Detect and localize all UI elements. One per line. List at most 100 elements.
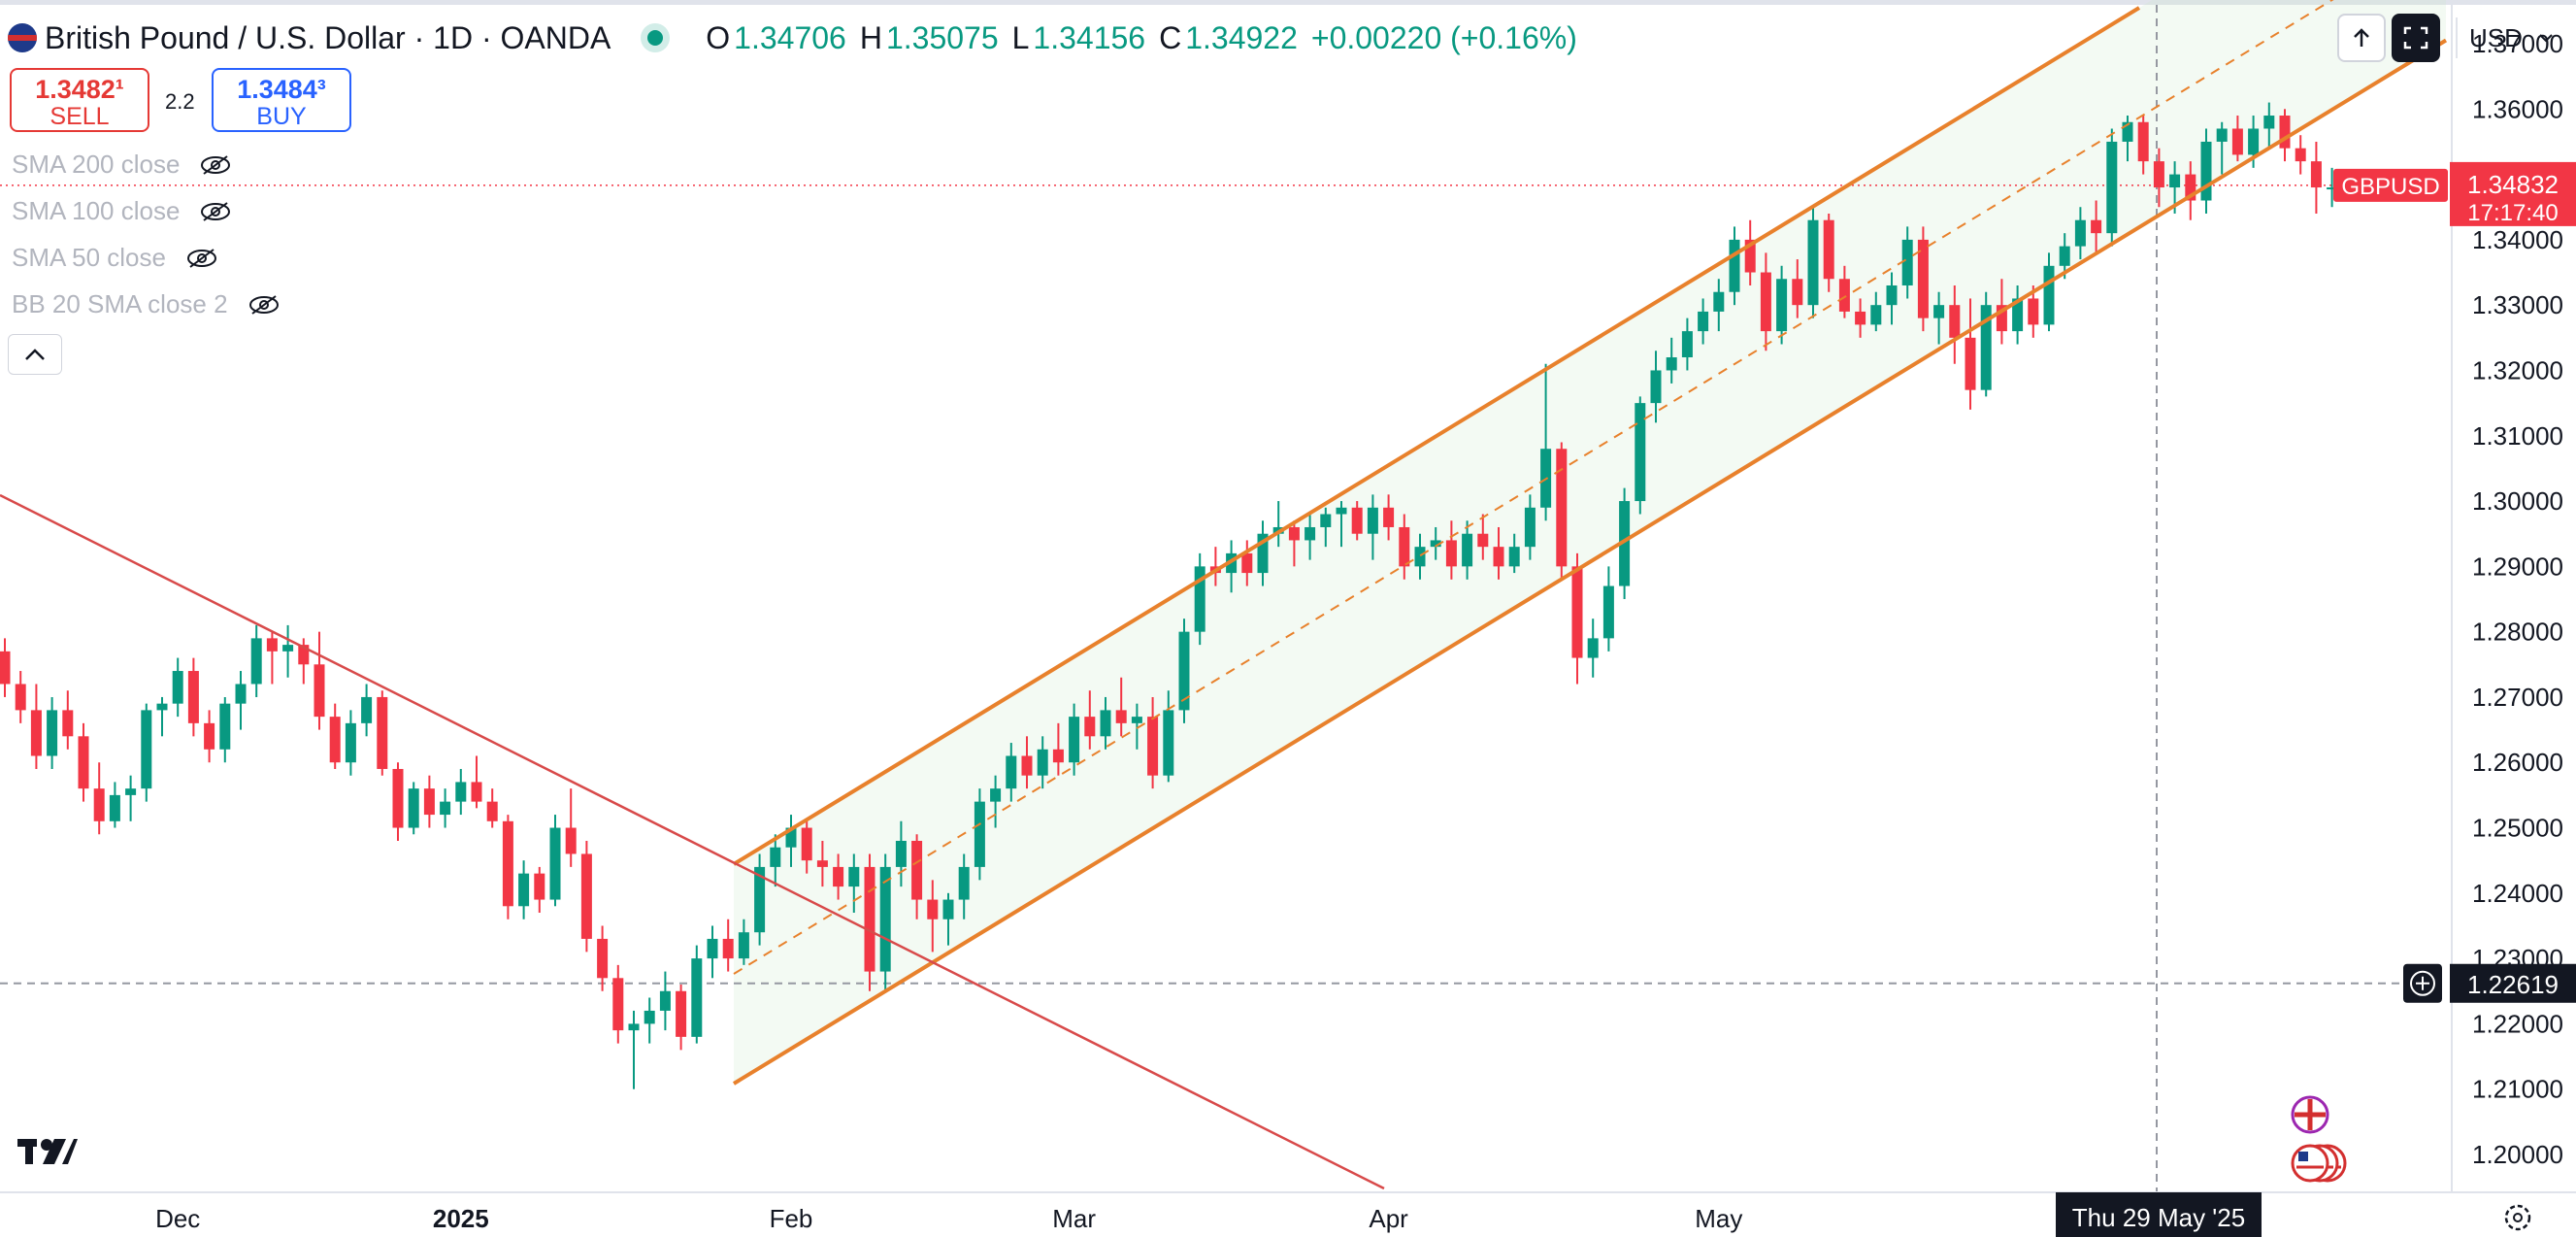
candle-body[interactable] — [895, 840, 907, 867]
channel-upper-line[interactable] — [732, 6, 2141, 866]
indicator-sma-50[interactable]: SMA 50 close — [12, 243, 218, 273]
candle-body[interactable] — [361, 696, 373, 723]
candle-body[interactable] — [2106, 141, 2118, 234]
channel-lower-line[interactable] — [732, 38, 2448, 1086]
candle-body[interactable] — [785, 827, 797, 848]
candle-body[interactable] — [219, 703, 231, 750]
candle-body[interactable] — [141, 710, 152, 789]
candle-body[interactable] — [738, 932, 749, 959]
candle-body[interactable] — [1917, 239, 1929, 318]
candle-body[interactable] — [345, 722, 356, 763]
candle-body[interactable] — [235, 684, 247, 704]
candle-body[interactable] — [455, 782, 467, 802]
candle-body[interactable] — [1069, 717, 1080, 763]
sell-button[interactable]: 1.3482¹ SELL — [10, 68, 149, 132]
candle-body[interactable] — [1477, 533, 1489, 548]
candle-body[interactable] — [1131, 717, 1142, 723]
candle-body[interactable] — [942, 899, 954, 919]
tradingview-logo[interactable] — [17, 1128, 78, 1177]
candle-body[interactable] — [1823, 219, 1834, 280]
candle-body[interactable] — [2122, 121, 2133, 142]
candle-body[interactable] — [580, 853, 592, 939]
candle-body[interactable] — [329, 717, 341, 763]
candle-body[interactable] — [1241, 552, 1253, 574]
candle-body[interactable] — [1445, 540, 1457, 567]
candle-body[interactable] — [2074, 219, 2086, 247]
candle-body[interactable] — [549, 827, 561, 900]
candle-body[interactable] — [958, 866, 970, 900]
settings-gear-icon[interactable] — [2504, 1204, 2531, 1231]
candle-body[interactable] — [1383, 507, 1395, 527]
candle-body[interactable] — [471, 782, 482, 802]
candle-body[interactable] — [298, 645, 310, 665]
candle-body[interactable] — [1462, 533, 1473, 567]
candle-body[interactable] — [1776, 279, 1788, 332]
candle-body[interactable] — [1619, 501, 1631, 586]
candle-body[interactable] — [707, 938, 718, 959]
eye-off-icon[interactable] — [199, 154, 232, 176]
candle-body[interactable] — [2310, 161, 2322, 188]
candle-body[interactable] — [1084, 717, 1096, 737]
candle-body[interactable] — [93, 788, 105, 821]
candle-body[interactable] — [2295, 148, 2306, 162]
candle-body[interactable] — [1886, 284, 1898, 306]
candle-body[interactable] — [1744, 239, 1756, 273]
candle-body[interactable] — [2231, 128, 2243, 155]
candle-body[interactable] — [848, 866, 860, 887]
eye-off-icon[interactable] — [185, 248, 218, 269]
candle-body[interactable] — [1996, 305, 2007, 332]
candle-body[interactable] — [1336, 507, 1347, 515]
candle-body[interactable] — [172, 671, 183, 704]
candle-body[interactable] — [1571, 566, 1583, 658]
candle-body[interactable] — [30, 710, 42, 756]
indicator-sma-100[interactable]: SMA 100 close — [12, 196, 232, 226]
candle-body[interactable] — [1602, 585, 1614, 639]
candle-body[interactable] — [1320, 514, 1332, 527]
candle-body[interactable] — [1807, 219, 1819, 306]
candle-body[interactable] — [392, 768, 404, 828]
candle-body[interactable] — [1556, 449, 1568, 567]
candle-body[interactable] — [1115, 710, 1127, 723]
candle-body[interactable] — [1949, 305, 1961, 338]
candle-body[interactable] — [770, 847, 781, 867]
candle-body[interactable] — [440, 801, 451, 816]
downtrend-line[interactable] — [0, 493, 1385, 1190]
candle-body[interactable] — [62, 710, 74, 737]
candle-body[interactable] — [1163, 710, 1174, 776]
candle-body[interactable] — [927, 899, 939, 919]
candle-body[interactable] — [676, 990, 687, 1037]
channel-median-line[interactable] — [733, 0, 2446, 975]
candle-body[interactable] — [659, 990, 671, 1011]
candle-body[interactable] — [864, 866, 875, 972]
candle-body[interactable] — [47, 710, 58, 756]
candle-body[interactable] — [2169, 174, 2181, 188]
candle-body[interactable] — [612, 978, 624, 1031]
candle-body[interactable] — [314, 664, 325, 718]
scroll-up-button[interactable] — [2337, 14, 2386, 62]
candle-body[interactable] — [423, 788, 435, 816]
eye-off-icon[interactable] — [248, 294, 281, 316]
candle-body[interactable] — [990, 788, 1002, 802]
candle-body[interactable] — [691, 958, 703, 1037]
candle-body[interactable] — [1493, 547, 1504, 567]
candle-body[interactable] — [2012, 298, 2024, 332]
candle-body[interactable] — [1587, 638, 1599, 658]
candle-body[interactable] — [1178, 631, 1190, 711]
candle-body[interactable] — [1367, 507, 1378, 534]
candle-body[interactable] — [534, 873, 545, 900]
gbp-event-marker[interactable] — [2291, 1095, 2329, 1134]
candle-body[interactable] — [1760, 272, 1771, 332]
candle-body[interactable] — [1037, 749, 1048, 776]
candle-body[interactable] — [2327, 187, 2338, 190]
candle-body[interactable] — [1508, 547, 1520, 567]
candle-body[interactable] — [2248, 128, 2260, 155]
candle-body[interactable] — [2028, 298, 2039, 325]
candle-body[interactable] — [2185, 174, 2196, 201]
candle-body[interactable] — [1288, 526, 1300, 541]
candle-body[interactable] — [1052, 749, 1064, 763]
symbol-title[interactable]: British Pound / U.S. Dollar · 1D · OANDA — [45, 19, 611, 55]
candle-body[interactable] — [2153, 161, 2164, 188]
candle-body[interactable] — [1650, 370, 1662, 404]
candle-body[interactable] — [2279, 116, 2291, 149]
candle-body[interactable] — [109, 794, 120, 821]
